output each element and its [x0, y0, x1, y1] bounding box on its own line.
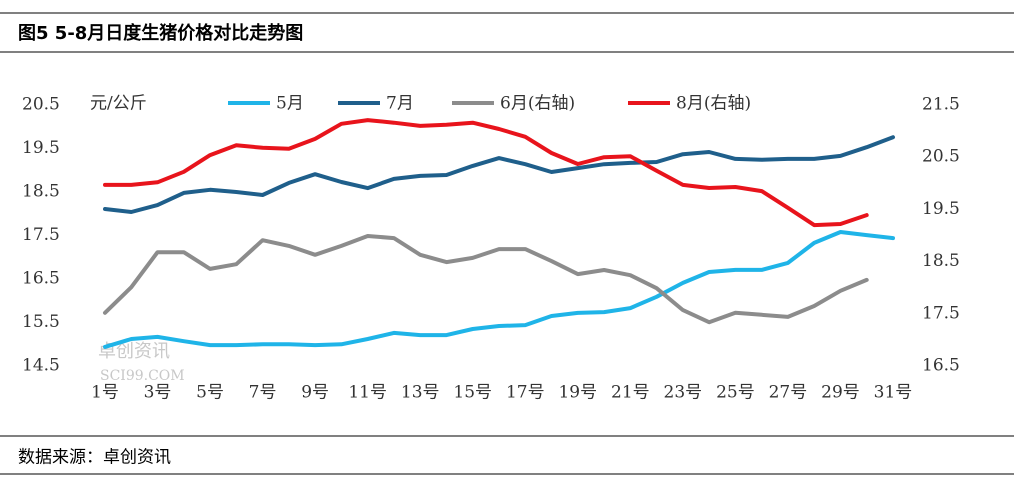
y-tick-label: 15.5	[22, 312, 60, 332]
x-tick-label: 27号	[769, 383, 808, 403]
y-tick-label: 18.5	[22, 182, 60, 202]
x-tick-label: 21号	[611, 383, 650, 403]
source: 数据来源：卓创资讯	[18, 448, 171, 468]
x-tick-label: 3号	[144, 383, 172, 403]
chart-title: 图5 5-8月日度生猪价格对比走势图	[18, 22, 303, 44]
legend-label: 8月(右轴)	[676, 94, 751, 114]
legend-label: 6月(右轴)	[500, 94, 575, 114]
y2-tick-label: 16.5	[922, 356, 960, 376]
x-tick-label: 25号	[716, 383, 755, 403]
y-tick-label: 20.5	[22, 95, 60, 115]
x-tick-label: 29号	[821, 383, 860, 403]
x-tick-label: 7号	[249, 383, 277, 403]
y2-tick-label: 18.5	[922, 251, 960, 271]
x-tick-label: 15号	[453, 383, 492, 403]
x-tick-label: 19号	[558, 383, 597, 403]
legend-label: 7月	[386, 94, 414, 114]
x-tick-label: 5号	[196, 383, 224, 403]
x-tick-label: 11号	[348, 383, 387, 403]
y2-tick-label: 19.5	[922, 199, 960, 219]
x-tick-label: 23号	[664, 383, 703, 403]
y-tick-label: 19.5	[22, 138, 60, 158]
y-tick-label: 16.5	[22, 269, 60, 289]
y2-tick-label: 20.5	[922, 147, 960, 167]
y-tick-label: 17.5	[22, 225, 60, 245]
watermark-sub: SCI99.COM	[100, 368, 185, 384]
series-line	[103, 234, 869, 325]
x-tick-label: 17号	[506, 383, 545, 403]
x-tick-label: 13号	[401, 383, 440, 403]
y-axis-label: 元/公斤	[90, 94, 147, 114]
y2-tick-label: 21.5	[922, 95, 960, 115]
series-line	[103, 135, 895, 214]
y-tick-label: 14.5	[22, 356, 60, 376]
x-tick-label: 9号	[301, 383, 329, 403]
watermark: 卓创资讯	[98, 341, 170, 362]
series-line	[103, 230, 895, 349]
legend-label: 5月	[276, 94, 304, 114]
y2-tick-label: 17.5	[922, 303, 960, 323]
series-line	[103, 118, 869, 228]
x-tick-label: 31号	[874, 383, 913, 403]
x-tick-label: 1号	[91, 383, 119, 403]
